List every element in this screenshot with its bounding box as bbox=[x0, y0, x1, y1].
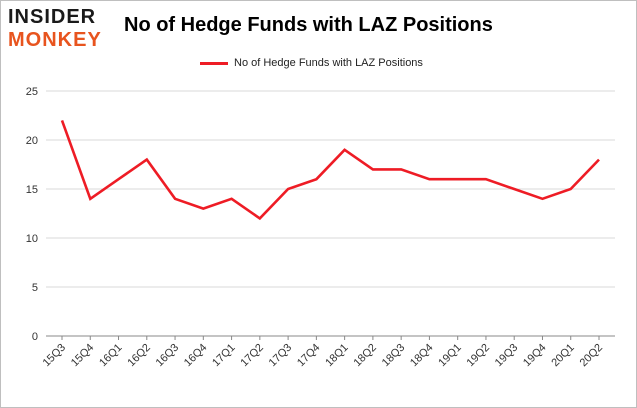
axes bbox=[46, 335, 615, 340]
y-tick-label: 15 bbox=[26, 184, 38, 196]
series-layer bbox=[60, 119, 600, 221]
x-tick-label: 19Q3 bbox=[493, 342, 521, 370]
x-tick-label: 19Q1 bbox=[436, 342, 464, 370]
x-tick-label: 17Q4 bbox=[295, 342, 323, 370]
x-tick-label: 16Q4 bbox=[182, 342, 210, 370]
logo-line-2: MONKEY bbox=[8, 29, 102, 51]
chart-legend: No of Hedge Funds with LAZ Positions bbox=[200, 55, 423, 71]
x-tick-label: 17Q1 bbox=[210, 342, 238, 370]
legend-swatch bbox=[200, 61, 228, 65]
legend-label: No of Hedge Funds with LAZ Positions bbox=[234, 57, 423, 69]
y-tick-label: 25 bbox=[26, 86, 38, 98]
y-tick-labels: 0 5 10 15 20 25 bbox=[26, 86, 38, 343]
x-tick-label: 20Q2 bbox=[578, 342, 606, 370]
y-tick-label: 10 bbox=[26, 233, 38, 245]
x-tick-label: 15Q3 bbox=[41, 342, 69, 370]
x-tick-label: 19Q4 bbox=[521, 342, 549, 370]
x-tick-label: 17Q3 bbox=[267, 342, 295, 370]
x-tick-label: 17Q2 bbox=[238, 342, 266, 370]
x-tick-label: 19Q2 bbox=[465, 342, 493, 370]
x-tick-label: 18Q4 bbox=[408, 342, 436, 370]
logo-line-1: INSIDER bbox=[8, 6, 97, 28]
y-tick-label: 20 bbox=[26, 135, 38, 147]
x-tick-label: 16Q2 bbox=[125, 342, 153, 370]
y-tick-label: 5 bbox=[32, 282, 38, 294]
x-tick-label: 20Q1 bbox=[549, 342, 577, 370]
x-tick-labels: 15Q3 15Q4 16Q1 16Q2 16Q3 16Q4 17Q1 17Q2 17Q3 17Q4… bbox=[41, 342, 606, 370]
gridlines bbox=[46, 90, 615, 288]
insider-monkey-logo: INSIDER MONKEY bbox=[8, 6, 120, 56]
x-tick-label: 16Q1 bbox=[97, 342, 125, 370]
x-tick-label: 18Q2 bbox=[351, 342, 379, 370]
y-tick-label: 0 bbox=[32, 331, 38, 343]
x-tick-label: 16Q3 bbox=[154, 342, 182, 370]
x-tick-label: 18Q3 bbox=[380, 342, 408, 370]
x-tick-label: 15Q4 bbox=[69, 342, 97, 370]
series-line-0 bbox=[60, 119, 600, 221]
chart-title: No of Hedge Funds with LAZ Positions bbox=[124, 14, 493, 36]
x-tick-label: 18Q1 bbox=[323, 342, 351, 370]
